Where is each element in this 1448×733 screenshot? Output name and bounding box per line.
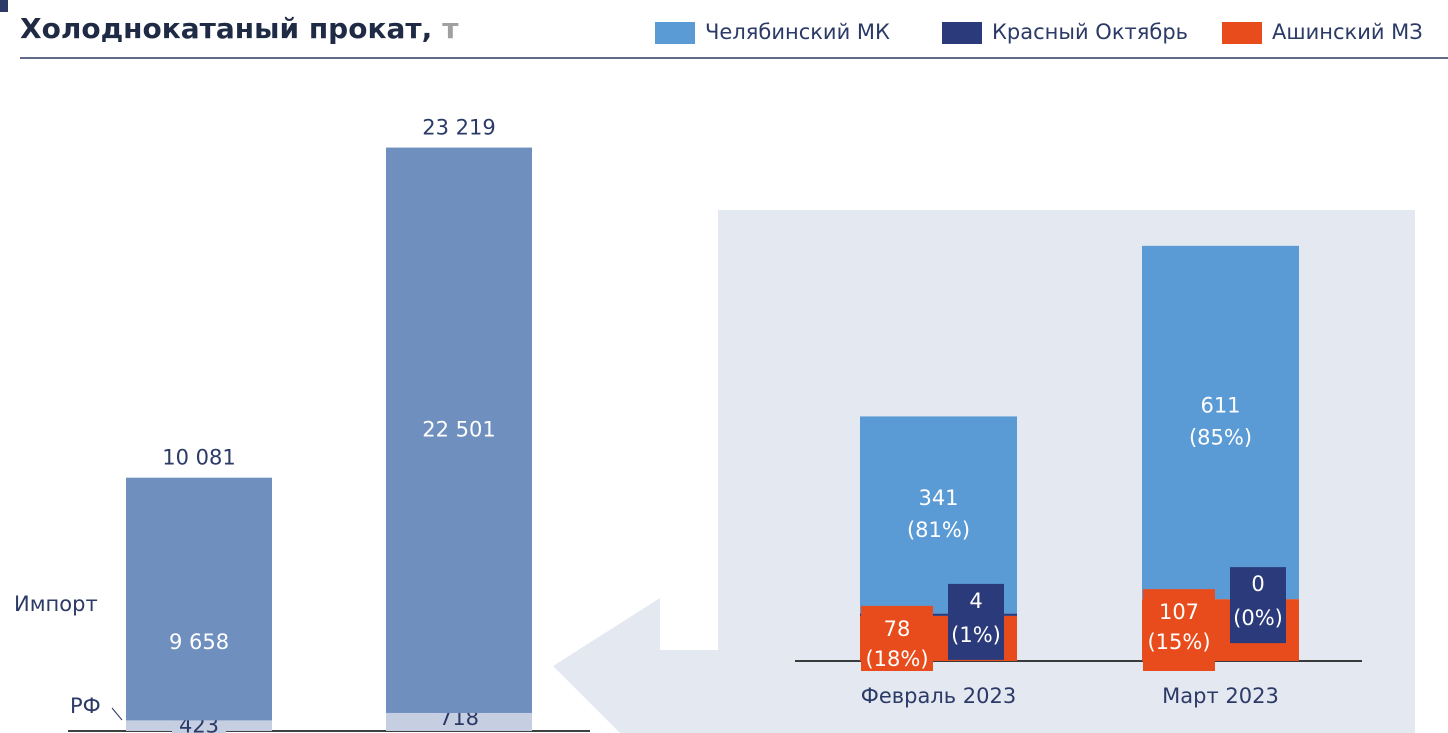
series-label: РФ <box>70 694 101 718</box>
value-label: 22 501 <box>422 417 495 441</box>
leader <box>111 707 123 721</box>
arrow <box>553 598 718 733</box>
label-box <box>1230 567 1286 644</box>
total-label: 10 081 <box>162 446 235 470</box>
bar-segment <box>860 416 1017 614</box>
value-label: 78 <box>884 617 911 641</box>
label-box <box>861 605 933 671</box>
value-label: 611 <box>1200 393 1240 417</box>
value-label: 341 <box>918 486 958 510</box>
value-label: 4 <box>969 589 982 613</box>
value-label: 9 658 <box>169 630 229 654</box>
bar-segment <box>386 147 532 713</box>
value-label: 107 <box>1159 600 1199 624</box>
legend-label: Челябинский МК <box>705 20 890 44</box>
share-label: (81%) <box>907 518 970 542</box>
bar-segment <box>126 477 272 721</box>
legend-label: Красный Октябрь <box>992 20 1188 44</box>
chart-title: Холоднокатаный прокат, т <box>20 12 459 45</box>
detail-panel <box>718 210 1415 733</box>
legend-swatch <box>1222 22 1262 44</box>
unit: т <box>442 12 459 45</box>
share-label: (18%) <box>865 647 928 671</box>
label-box <box>1143 589 1215 671</box>
series-label: Импорт <box>14 592 98 616</box>
bar-segment <box>1142 245 1299 600</box>
share-label: (15%) <box>1147 630 1210 654</box>
value-label: 0 <box>1251 572 1264 596</box>
legend-swatch <box>942 22 982 44</box>
label-box <box>948 583 1004 660</box>
share-label: (0%) <box>1233 606 1283 630</box>
x-tick-label: Март 2023 <box>1162 684 1279 708</box>
share-label: (85%) <box>1189 425 1252 449</box>
share-label: (1%) <box>951 623 1001 647</box>
accent <box>0 0 8 12</box>
x-tick-label: Февраль 2023 <box>861 684 1017 708</box>
bar-segment <box>860 613 1017 616</box>
legend-label: Ашинский МЗ <box>1272 20 1423 44</box>
legend-swatch <box>655 22 695 44</box>
title: Холоднокатаный прокат, <box>20 12 432 45</box>
total-label: 23 219 <box>422 116 495 140</box>
